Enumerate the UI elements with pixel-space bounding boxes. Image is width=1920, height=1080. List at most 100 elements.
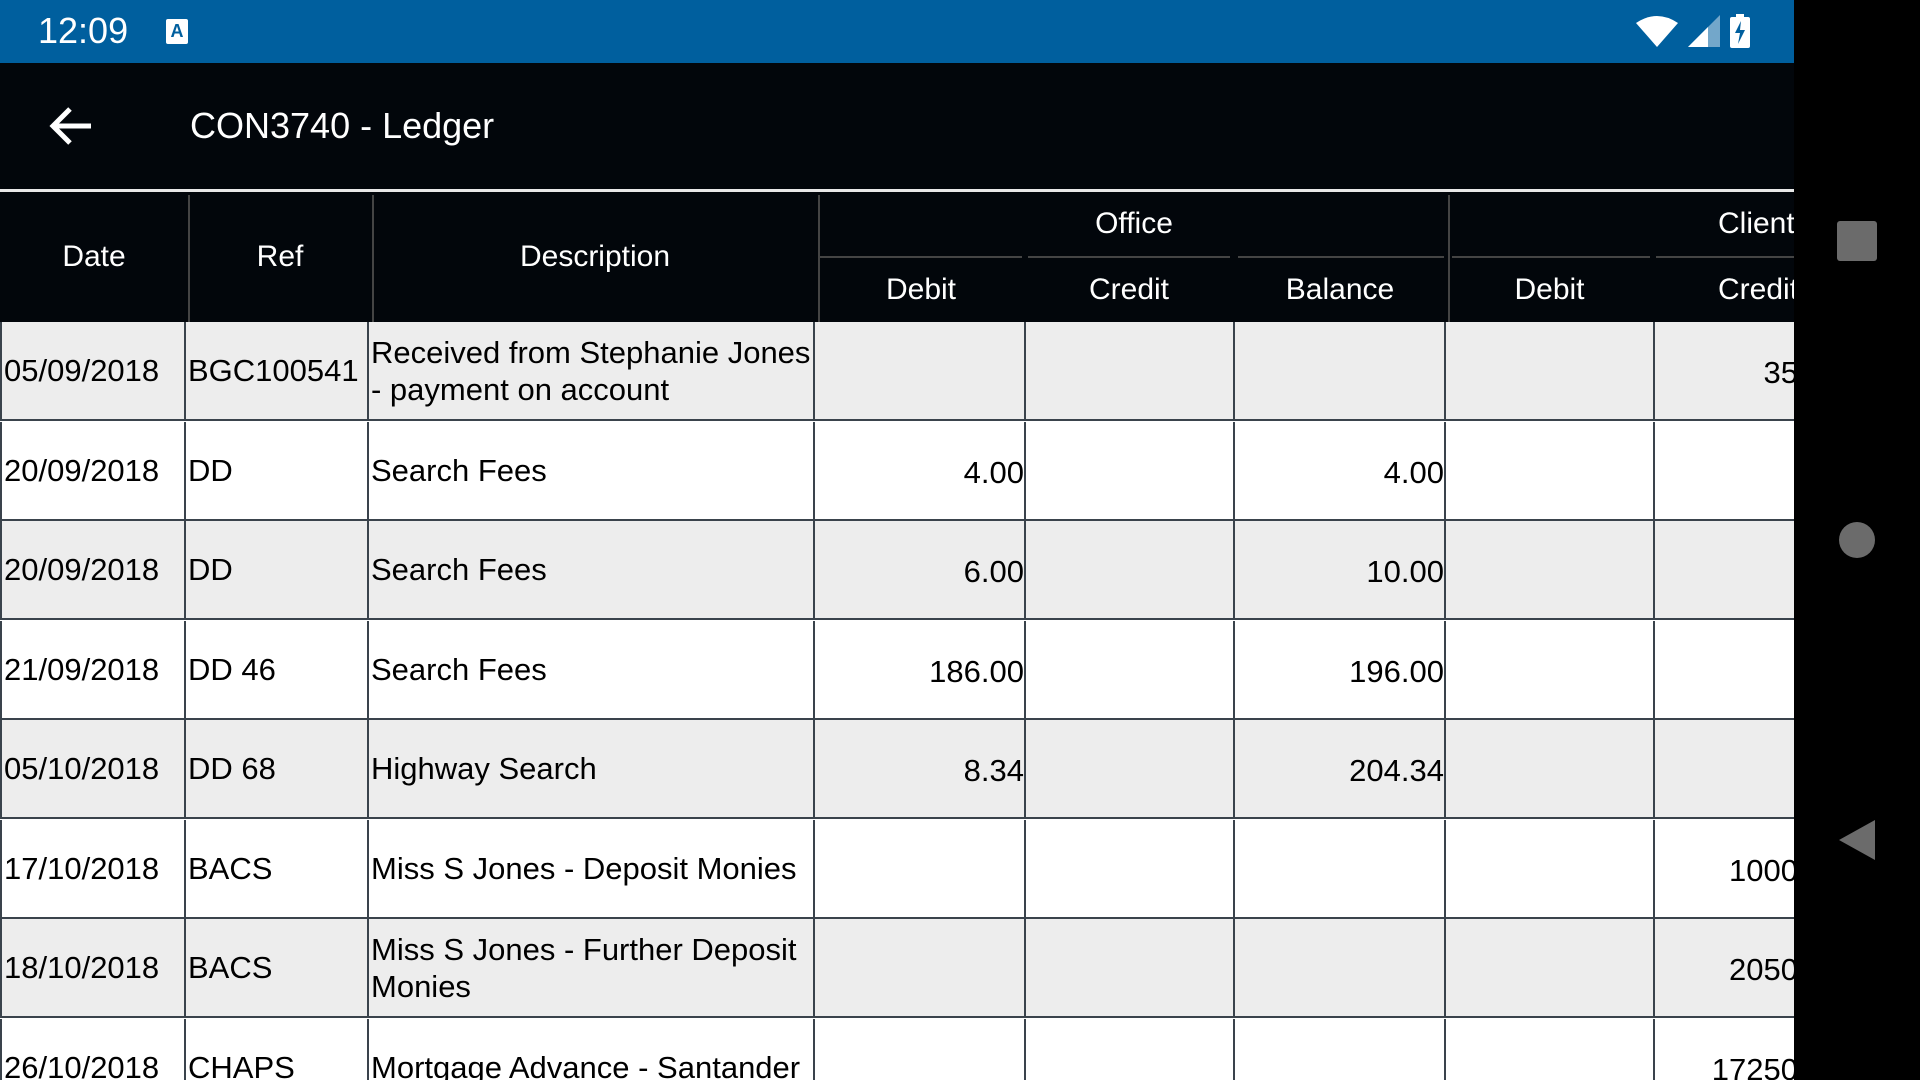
header-ref[interactable]: Ref: [256, 240, 304, 273]
arrow-left-icon: [49, 107, 91, 145]
cell-date: 20/09/2018: [0, 521, 184, 618]
cell-office-balance: 10.00: [1233, 521, 1444, 618]
page-title: CON3740 - Ledger: [190, 105, 495, 146]
cell-office-credit: [1024, 421, 1233, 519]
cell-client-credit: 17250: [1653, 1018, 1794, 1080]
cell-ref: BACS: [184, 819, 367, 917]
header-separator: [1452, 256, 1650, 258]
cell-ref: BACS: [184, 919, 367, 1016]
cell-office-credit: [1024, 819, 1233, 917]
table-row[interactable]: 20/09/2018 DD Search Fees 6.00 10.00: [0, 521, 1794, 620]
header-separator: [820, 256, 1022, 258]
cell-office-credit: [1024, 620, 1233, 718]
cell-date: 18/10/2018: [0, 919, 184, 1016]
back-button[interactable]: [46, 101, 96, 151]
cell-client-debit: [1444, 819, 1653, 917]
table-row[interactable]: 21/09/2018 DD 46 Search Fees 186.00 196.00: [0, 620, 1794, 720]
cell-office-debit: [813, 919, 1024, 1016]
cell-office-credit: [1024, 1018, 1233, 1080]
header-date[interactable]: Date: [62, 240, 126, 273]
cell-date: 26/10/2018: [0, 1018, 184, 1080]
cell-description: Search Fees: [367, 521, 813, 618]
cell-date: 05/10/2018: [0, 720, 184, 817]
table-row[interactable]: 17/10/2018 BACS Miss S Jones - Deposit Mon…: [0, 819, 1794, 919]
header-client-credit[interactable]: Credit: [1718, 273, 1794, 306]
cell-ref: CHAPS: [184, 1018, 367, 1080]
cell-office-debit: 4.00: [813, 421, 1024, 519]
header-office: Office: [1095, 207, 1173, 240]
header-separator: [372, 195, 374, 322]
cell-office-debit: [813, 322, 1024, 419]
table-row[interactable]: 05/10/2018 DD 68 Highway Search 8.34 204.34: [0, 720, 1794, 819]
system-icons: [1636, 14, 1750, 48]
back-triangle-icon: [1839, 820, 1875, 860]
cell-client-credit: 1000: [1653, 819, 1794, 917]
header-client: Client: [1718, 207, 1794, 240]
cell-ref: DD: [184, 421, 367, 519]
cell-office-balance: [1233, 919, 1444, 1016]
cell-client-credit: [1653, 421, 1794, 519]
cell-office-debit: [813, 819, 1024, 917]
status-bar: 12:09 A: [0, 0, 1794, 63]
cell-client-credit: [1653, 720, 1794, 817]
header-separator: [1656, 256, 1794, 258]
header-separator: [1028, 256, 1230, 258]
cell-ref: DD 46: [184, 620, 367, 718]
cell-client-credit: [1653, 521, 1794, 618]
table-row[interactable]: 18/10/2018 BACS Miss S Jones - Further Dep…: [0, 919, 1794, 1018]
cell-client-debit: [1444, 919, 1653, 1016]
cell-office-balance: [1233, 819, 1444, 917]
cell-office-debit: 186.00: [813, 620, 1024, 718]
recents-button[interactable]: [1837, 221, 1877, 266]
cell-ref: DD 68: [184, 720, 367, 817]
ledger-screen: 12:09 A CON3740 - Ledger Date Ref Descri…: [0, 0, 1794, 1080]
a-icon: A: [166, 19, 188, 44]
toolbar-divider: [0, 189, 1794, 192]
header-separator: [188, 195, 190, 322]
signal-icon: [1688, 15, 1720, 47]
wifi-icon: [1636, 16, 1678, 47]
cell-date: 05/09/2018: [0, 322, 184, 419]
app-toolbar: CON3740 - Ledger: [0, 63, 1794, 190]
cell-office-credit: [1024, 322, 1233, 419]
cell-client-debit: [1444, 421, 1653, 519]
cell-client-debit: [1444, 720, 1653, 817]
home-button[interactable]: [1837, 520, 1877, 565]
header-separator: [1448, 195, 1450, 322]
cell-client-debit: [1444, 620, 1653, 718]
cell-ref: BGC100541: [184, 322, 367, 419]
cell-description: Highway Search: [367, 720, 813, 817]
table-row[interactable]: 20/09/2018 DD Search Fees 4.00 4.00: [0, 421, 1794, 521]
cell-description: Search Fees: [367, 421, 813, 519]
cell-office-balance: 204.34: [1233, 720, 1444, 817]
cell-office-balance: 4.00: [1233, 421, 1444, 519]
cell-client-debit: [1444, 521, 1653, 618]
cell-client-debit: [1444, 1018, 1653, 1080]
cell-client-debit: [1444, 322, 1653, 419]
home-circle-icon: [1839, 522, 1875, 558]
header-office-balance[interactable]: Balance: [1285, 273, 1395, 306]
header-office-credit[interactable]: Credit: [1088, 273, 1170, 306]
status-time: 12:09: [38, 10, 129, 51]
navigation-bar: [1794, 0, 1920, 1080]
header-description[interactable]: Description: [519, 240, 671, 273]
cell-office-balance: [1233, 1018, 1444, 1080]
cell-description: Mortgage Advance - Santander: [367, 1018, 813, 1080]
cell-office-balance: 196.00: [1233, 620, 1444, 718]
table-row[interactable]: 05/09/2018 BGC100541 Received from Stephan…: [0, 322, 1794, 421]
cell-description: Miss S Jones - Further Deposit Monies: [367, 919, 813, 1016]
cell-date: 17/10/2018: [0, 819, 184, 917]
cell-client-credit: 2050: [1653, 919, 1794, 1016]
header-office-debit[interactable]: Debit: [885, 273, 957, 306]
cell-client-credit: [1653, 620, 1794, 718]
cell-office-debit: 8.34: [813, 720, 1024, 817]
cell-description: Received from Stephanie Jones - payment …: [367, 322, 813, 419]
cell-description: Miss S Jones - Deposit Monies: [367, 819, 813, 917]
header-client-debit[interactable]: Debit: [1514, 273, 1585, 306]
header-separator: [818, 195, 820, 322]
cell-office-credit: [1024, 919, 1233, 1016]
system-back-button[interactable]: [1835, 818, 1879, 867]
table-row[interactable]: 26/10/2018 CHAPS Mortgage Advance - Santan…: [0, 1018, 1794, 1080]
cell-date: 21/09/2018: [0, 620, 184, 718]
cell-office-debit: [813, 1018, 1024, 1080]
